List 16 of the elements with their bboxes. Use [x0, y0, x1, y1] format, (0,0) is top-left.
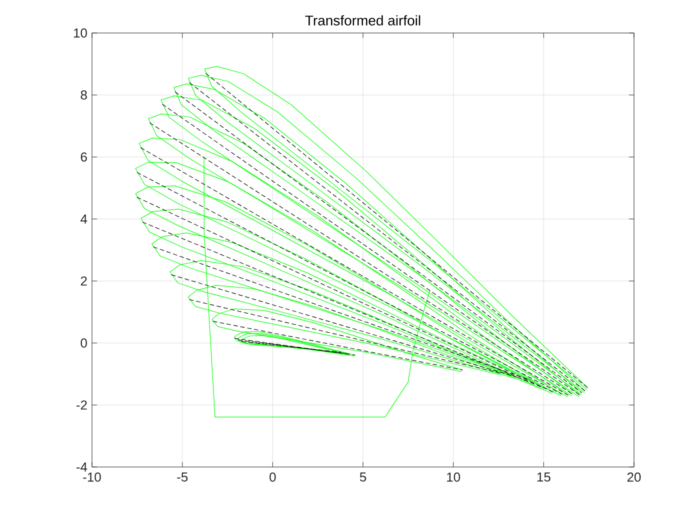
chart-title: Transformed airfoil [305, 15, 420, 26]
x-tick-label: 20 [627, 472, 641, 482]
y-tick-label: 0 [80, 338, 87, 348]
x-tick-label: 15 [537, 472, 550, 482]
x-tick-label: -10 [83, 472, 101, 482]
x-tick-label: 5 [360, 472, 366, 482]
y-tick-label: 10 [74, 28, 87, 38]
x-tick-label: -5 [177, 472, 188, 482]
x-tick-label: 0 [270, 472, 276, 482]
y-tick-label: -2 [76, 400, 87, 410]
y-tick-label: 4 [80, 214, 88, 224]
x-tick-label: 10 [447, 472, 460, 482]
y-tick-label: 2 [80, 276, 87, 286]
y-tick-label: 6 [80, 152, 87, 162]
y-tick-label: 8 [80, 90, 87, 100]
y-tick-label: -4 [76, 462, 88, 472]
